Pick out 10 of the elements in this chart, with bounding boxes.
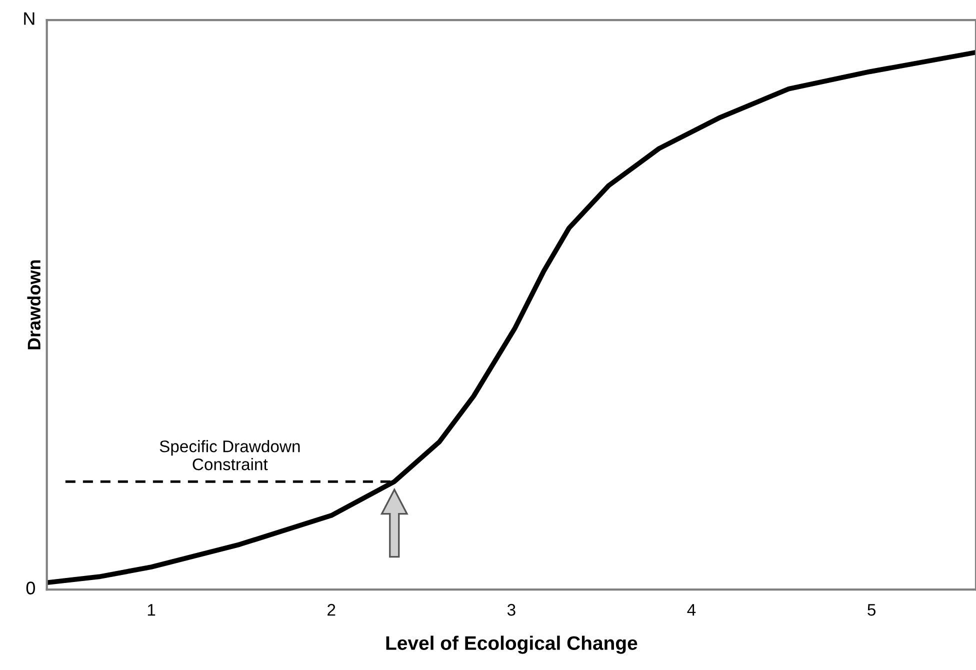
x-axis-title: Level of Ecological Change (386, 636, 638, 654)
y-axis-title: Drawdown (27, 260, 40, 350)
text: N (24, 12, 34, 25)
x-tick-label: 2 (328, 604, 336, 616)
x-tick-label: 4 (687, 604, 696, 616)
x-tick-label: 1 (148, 604, 156, 616)
text: 0 (26, 582, 35, 594)
x-tick-label: 5 (868, 604, 876, 616)
ref-line-label: Specific Drawdown Constraint (160, 440, 300, 470)
x-tick-label: 3 (507, 604, 516, 616)
